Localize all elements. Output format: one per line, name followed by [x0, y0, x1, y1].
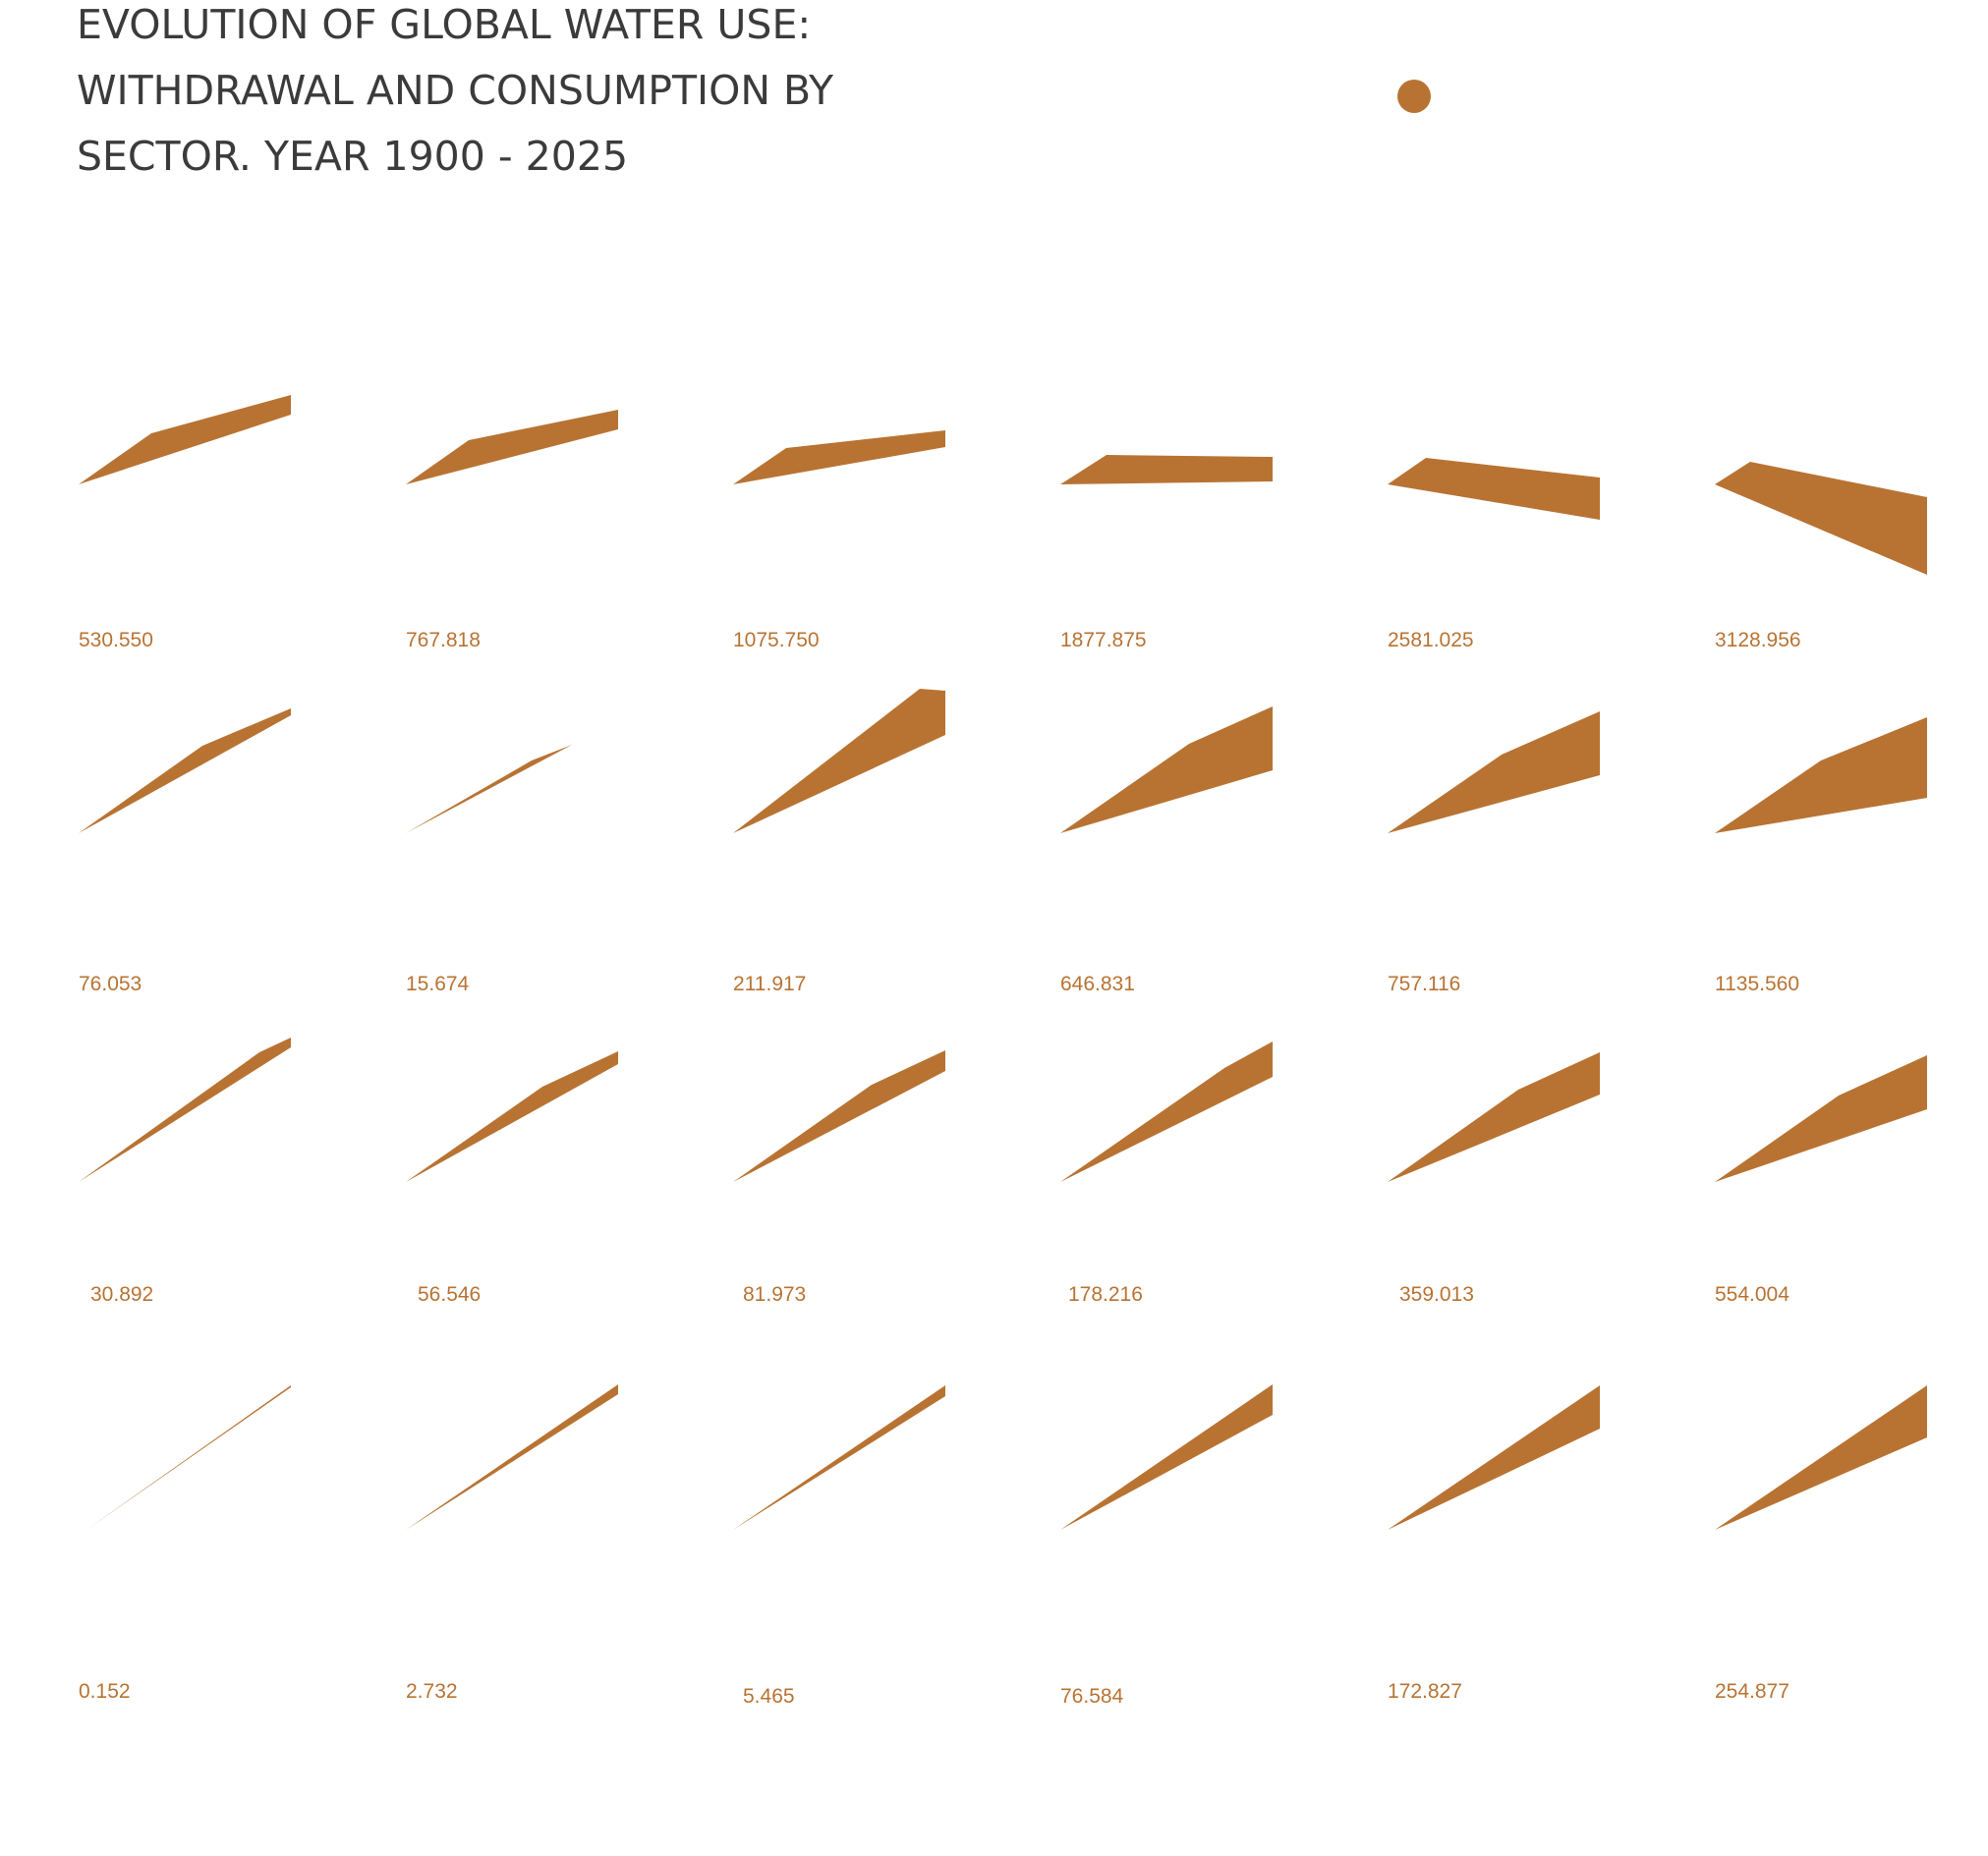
value-label-r4-c4: 76.584 — [1060, 1685, 1124, 1708]
value-label-r4-c3: 5.465 — [743, 1685, 795, 1708]
area-r4-c2 — [406, 1384, 618, 1530]
value-label-r3-c2: 56.546 — [418, 1283, 481, 1306]
area-r2-c1 — [79, 708, 291, 833]
value-label-r4-c2: 2.732 — [406, 1680, 458, 1703]
chart-title: EVOLUTION OF GLOBAL WATER USE: WITHDRAWA… — [77, 1, 833, 180]
value-label-r4-c6: 254.877 — [1715, 1680, 1789, 1703]
area-r2-c2 — [406, 745, 572, 833]
area-r4-c4 — [1060, 1384, 1273, 1530]
area-r1-c5 — [1388, 458, 1600, 520]
value-label-r2-c6: 1135.560 — [1715, 973, 1799, 995]
value-label-r1-c4: 1877.875 — [1060, 629, 1147, 651]
value-label-r2-c5: 757.116 — [1388, 973, 1460, 995]
value-label-r1-c6: 3128.956 — [1715, 629, 1801, 651]
value-label-r2-c3: 211.917 — [733, 973, 806, 995]
area-r4-c1 — [86, 1385, 291, 1530]
value-label-r1-c3: 1075.750 — [733, 629, 820, 651]
area-r3-c5 — [1388, 1052, 1600, 1182]
value-label-r4-c1: 0.152 — [79, 1680, 131, 1703]
value-label-r2-c4: 646.831 — [1060, 973, 1135, 995]
legend-dot — [1397, 80, 1431, 113]
value-label-r4-c5: 172.827 — [1388, 1680, 1462, 1703]
value-label-r3-c6: 554.004 — [1715, 1283, 1789, 1306]
value-label-r2-c2: 15.674 — [406, 973, 470, 995]
area-r3-c1 — [79, 1038, 291, 1182]
value-label-r1-c5: 2581.025 — [1388, 629, 1474, 651]
value-label-r2-c1: 76.053 — [79, 973, 142, 995]
area-r3-c4 — [1060, 1041, 1273, 1182]
value-label-r1-c2: 767.818 — [406, 629, 481, 651]
area-r1-c4 — [1060, 455, 1273, 484]
area-r3-c6 — [1715, 1055, 1927, 1182]
value-label-r3-c1: 30.892 — [90, 1283, 153, 1306]
area-r2-c6 — [1715, 717, 1927, 833]
value-label-r3-c5: 359.013 — [1399, 1283, 1474, 1306]
area-r4-c3 — [733, 1385, 945, 1530]
area-r1-c3 — [733, 430, 945, 484]
area-r2-c4 — [1060, 706, 1273, 833]
area-r1-c1 — [79, 395, 291, 484]
area-r4-c6 — [1715, 1385, 1927, 1530]
value-label-r1-c1: 530.550 — [79, 629, 153, 651]
area-r2-c3 — [733, 689, 945, 833]
area-r1-c2 — [406, 410, 618, 484]
value-label-r3-c4: 178.216 — [1068, 1283, 1143, 1306]
area-r3-c3 — [733, 1050, 945, 1182]
value-label-r3-c3: 81.973 — [743, 1283, 806, 1306]
area-r2-c5 — [1388, 711, 1600, 833]
area-r1-c6 — [1715, 462, 1927, 575]
area-r4-c5 — [1388, 1385, 1600, 1530]
area-r3-c2 — [406, 1051, 618, 1182]
